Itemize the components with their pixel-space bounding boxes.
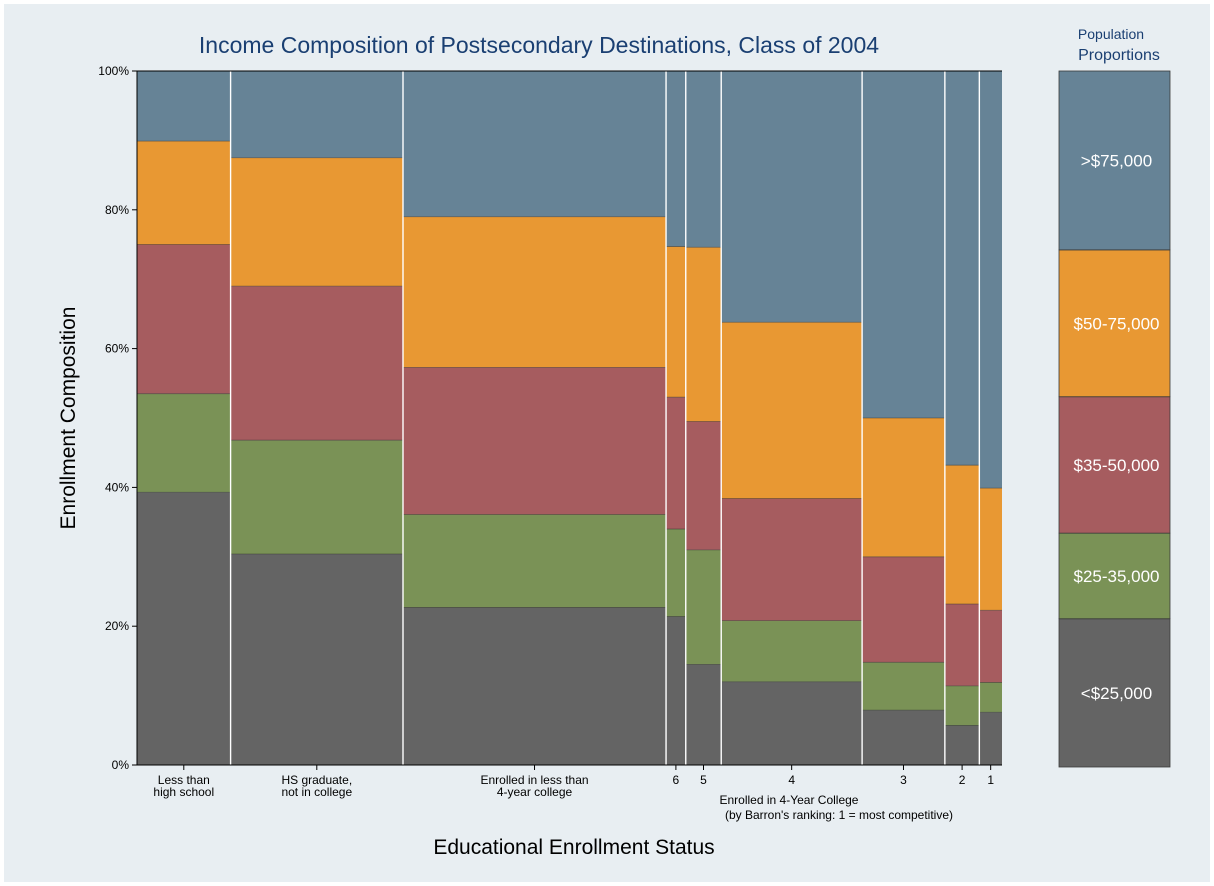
- segment-col4-group2: [666, 529, 686, 617]
- segment-col7-group3: [862, 556, 945, 663]
- x-tick-label: Enrolled in less than: [480, 773, 588, 787]
- segment-col4-group3: [666, 397, 686, 530]
- segment-col6-group1: [721, 681, 863, 765]
- segment-col5-group3: [685, 421, 722, 550]
- x-tick-label: Less than: [158, 773, 210, 787]
- y-tick-label: 20%: [105, 619, 129, 633]
- y-tick-label: 80%: [105, 203, 129, 217]
- segment-col7-group2: [862, 662, 945, 711]
- chart-background: Income Composition of Postsecondary Dest…: [4, 4, 1210, 882]
- y-tick-label: 100%: [98, 64, 129, 78]
- population-proportions-legend: <$25,000 $25-35,000 $35-50,000 $50-75,000 >$…: [1058, 70, 1171, 768]
- segment-col2-group3: [230, 286, 404, 441]
- x-tick-label: 6: [673, 773, 680, 787]
- x-axis-title: Educational Enrollment Status: [433, 836, 714, 859]
- segment-col5-group5: [685, 71, 722, 248]
- segment-col1-group3: [137, 244, 231, 394]
- segment-col8-group5: [944, 71, 980, 466]
- segment-col5-group2: [685, 549, 722, 665]
- segment-col6-group3: [721, 498, 863, 621]
- x-tick-label-line2: 4-year college: [497, 785, 573, 799]
- segment-col4-group1: [666, 616, 686, 765]
- segment-col7-group4: [862, 418, 945, 557]
- x-tick-label: 1: [987, 773, 994, 787]
- mosaic-chart: Income Composition of Postsecondary Dest…: [57, 26, 1171, 859]
- x-tick-label-line2: high school: [153, 785, 214, 799]
- legend-title-line2: Proportions: [1078, 47, 1160, 64]
- segment-col1-group4: [137, 141, 231, 245]
- four-year-college-group-label: Enrolled in 4-Year College: [720, 793, 859, 807]
- y-tick-label: 60%: [105, 342, 129, 356]
- legend-label: $50-75,000: [1073, 314, 1159, 333]
- segment-col5-group1: [685, 664, 722, 765]
- x-tick-label: 3: [900, 773, 907, 787]
- segment-col8-group2: [944, 685, 980, 726]
- segment-col7-group1: [862, 710, 945, 765]
- barrons-ranking-note: (by Barron's ranking: 1 = most competiti…: [725, 808, 953, 822]
- legend-swatch-group2: [1058, 532, 1171, 620]
- segment-col8-group4: [944, 465, 980, 604]
- legend-swatch-group1: [1058, 618, 1171, 768]
- y-tick-label: 0%: [112, 758, 130, 772]
- segment-col6-group4: [721, 322, 863, 499]
- segment-col9-group2: [979, 682, 1002, 713]
- segment-col9-group3: [979, 610, 1002, 683]
- segment-col8-group1: [944, 725, 980, 765]
- segment-col7-group5: [862, 71, 945, 418]
- legend-swatch-group5: [1058, 70, 1171, 251]
- legend-swatch-group3: [1058, 396, 1171, 534]
- segment-col5-group4: [685, 247, 722, 422]
- segment-col9-group1: [979, 712, 1002, 765]
- segment-col1-group5: [137, 71, 231, 142]
- y-tick-label: 40%: [105, 480, 129, 494]
- segment-col3-group4: [403, 216, 667, 368]
- x-tick-label-line2: not in college: [281, 785, 352, 799]
- segment-col3-group1: [403, 607, 667, 765]
- legend-label: >$75,000: [1081, 151, 1152, 170]
- legend-title-line1: Population: [1078, 26, 1144, 42]
- segment-col9-group4: [979, 488, 1002, 611]
- legend-swatch-group4: [1058, 249, 1171, 398]
- segment-col3-group5: [403, 71, 667, 217]
- segment-col9-group5: [979, 71, 1002, 489]
- segment-col2-group1: [230, 554, 404, 765]
- segment-col2-group4: [230, 157, 404, 287]
- x-tick-label: 5: [700, 773, 707, 787]
- segment-col1-group1: [137, 492, 231, 765]
- x-tick-label: 4: [788, 773, 795, 787]
- plot-area: [137, 71, 1002, 765]
- segment-col6-group5: [721, 71, 863, 323]
- legend-label: $35-50,000: [1073, 456, 1159, 475]
- x-tick-label: HS graduate,: [281, 773, 352, 787]
- segment-col6-group2: [721, 620, 863, 682]
- y-axis-title: Enrollment Composition: [57, 307, 80, 530]
- segment-col8-group3: [944, 603, 980, 686]
- segment-col3-group3: [403, 367, 667, 515]
- x-tick-label: 2: [959, 773, 966, 787]
- legend-label: <$25,000: [1081, 684, 1152, 703]
- segment-col3-group2: [403, 514, 667, 608]
- segment-col2-group5: [230, 71, 404, 158]
- segment-col1-group2: [137, 393, 231, 493]
- segment-col4-group5: [666, 71, 686, 247]
- legend-label: $25-35,000: [1073, 567, 1159, 586]
- chart-title: Income Composition of Postsecondary Dest…: [199, 32, 879, 58]
- segment-col4-group4: [666, 246, 686, 398]
- segment-col2-group2: [230, 440, 404, 555]
